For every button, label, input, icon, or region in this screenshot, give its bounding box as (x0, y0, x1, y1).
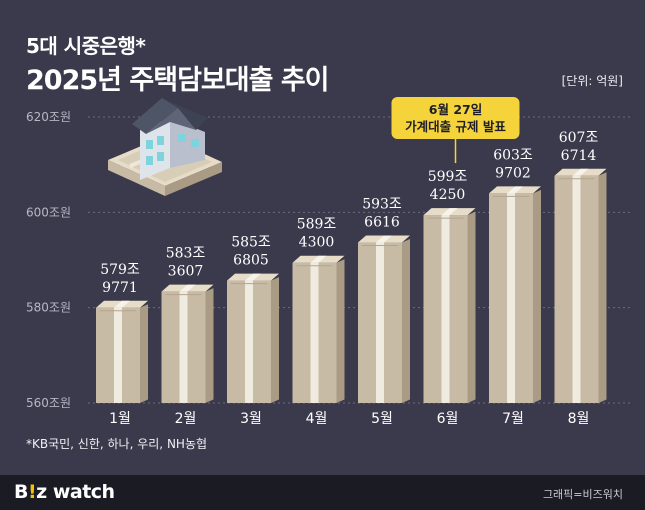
bar (554, 168, 607, 403)
bar (96, 300, 148, 403)
bar-band-top (310, 255, 327, 263)
value-label-trillion: 603조 (493, 147, 533, 163)
value-label-billion: 6805 (233, 253, 269, 269)
bar-side (598, 172, 607, 403)
value-label-trillion: 593조 (362, 197, 402, 213)
value-label-billion: 6714 (561, 148, 597, 164)
x-tick-label: 6월 (437, 411, 459, 427)
regulation-callout: 6월 27일 가계대출 규제 발표 (391, 97, 520, 164)
callout-text: 가계대출 규제 발표 (405, 119, 506, 134)
bizwatch-logo: B!z watch (14, 481, 115, 503)
bar (292, 255, 345, 403)
y-tick-label: 560조원 (26, 396, 71, 410)
value-label-trillion: 585조 (231, 235, 271, 251)
bar-chart: 560조원 580조원 600조원 620조원 579조 9771 583조 3607 585… (26, 97, 630, 427)
x-tick-label: 3월 (240, 411, 262, 427)
value-label-trillion: 599조 (428, 169, 468, 185)
x-tick-label: 5월 (371, 411, 393, 427)
house-money-icon (108, 98, 222, 196)
bar-side (402, 239, 410, 403)
bar-band (179, 291, 188, 403)
value-label-trillion: 579조 (100, 262, 140, 278)
bar (358, 235, 410, 403)
y-tick-label: 600조원 (26, 205, 71, 219)
value-label-trillion: 607조 (559, 130, 599, 146)
bar-band-top (507, 186, 523, 194)
x-axis: 1월 2월 3월 4월 5월 6월 7월 8월 (109, 411, 589, 427)
bar-band-top (572, 168, 589, 176)
value-label-billion: 4300 (299, 235, 335, 251)
callout-date: 6월 27일 (429, 102, 482, 117)
bar-side (140, 304, 148, 403)
bar-band (441, 215, 450, 403)
bar-side (533, 189, 541, 403)
x-tick-label: 1월 (109, 411, 131, 427)
graphic-credit: 그래픽=비즈워치 (542, 488, 623, 501)
value-label-trillion: 589조 (297, 217, 337, 233)
bar-band (245, 280, 253, 403)
bar-band (310, 262, 319, 403)
value-labels: 579조 9771 583조 3607 585조 6805 589조 4300 593조 6616… (100, 130, 598, 296)
bar (227, 273, 279, 403)
value-label-billion: 4250 (430, 187, 466, 203)
x-tick-label: 4월 (306, 411, 328, 427)
value-label-billion: 9771 (102, 280, 138, 296)
bar-band (507, 193, 515, 403)
bar-band-top (179, 284, 196, 292)
bar-band (376, 242, 384, 403)
y-tick-label: 580조원 (26, 301, 71, 315)
bars (96, 168, 607, 403)
value-label-billion: 6616 (364, 215, 400, 231)
bar-side (467, 211, 476, 403)
bar-side (271, 277, 279, 403)
x-tick-label: 7월 (502, 411, 524, 427)
bar-band-top (441, 208, 458, 216)
bar-side (336, 259, 345, 403)
bar-band (114, 307, 122, 403)
y-tick-label: 620조원 (26, 110, 71, 124)
bar (423, 208, 476, 403)
value-label-billion: 3607 (168, 264, 204, 280)
x-tick-label: 2월 (175, 411, 197, 427)
bar-side (205, 288, 214, 403)
bar-band-top (376, 235, 392, 243)
chart-subtitle: 5대 시중은행* (26, 34, 146, 58)
footer-bar: B!z watch 그래픽=비즈워치 (0, 475, 645, 510)
bar (489, 186, 541, 403)
value-label-trillion: 583조 (166, 246, 206, 262)
chart-title: 2025년 주택담보대출 추이 (26, 65, 330, 96)
x-tick-label: 8월 (568, 411, 590, 427)
value-label-billion: 9702 (495, 165, 531, 181)
bar-band-top (114, 300, 130, 308)
callout-box (391, 97, 520, 139)
bar (161, 284, 214, 403)
unit-label: [단위: 억원] (561, 74, 623, 88)
bar-band (572, 175, 581, 403)
bar-band-top (245, 273, 261, 281)
footnote: *KB국민, 신한, 하나, 우리, NH농협 (26, 437, 208, 451)
